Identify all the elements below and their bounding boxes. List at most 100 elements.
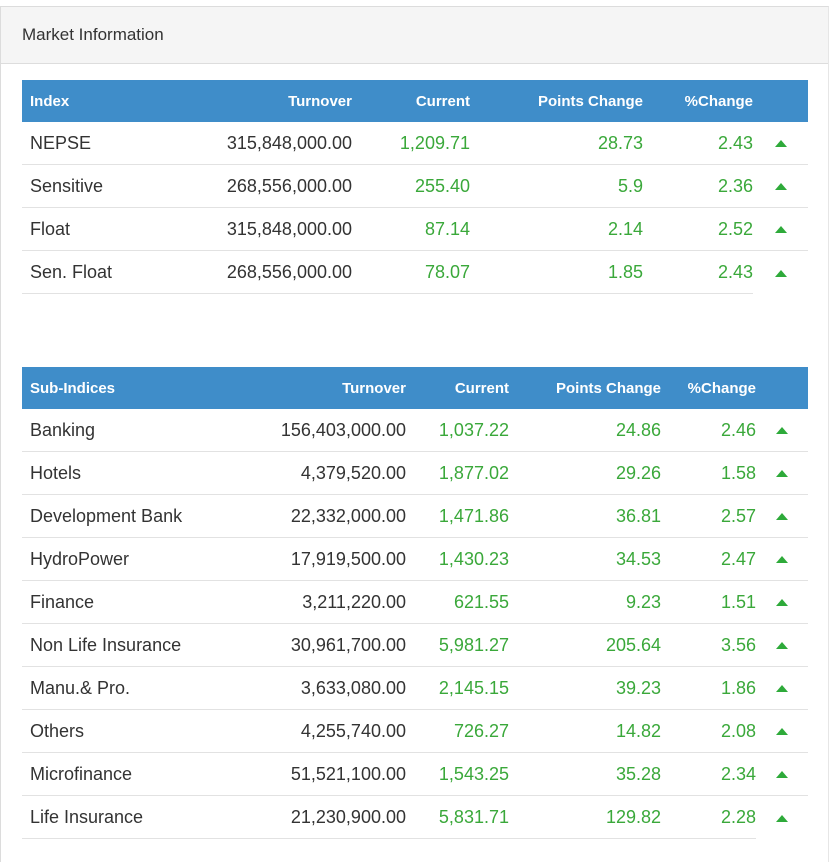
- points-change-value: 2.14: [470, 207, 643, 251]
- column-header-turnover[interactable]: Turnover: [232, 367, 406, 409]
- turnover-value: 4,379,520.00: [232, 451, 406, 495]
- index-table: Index Turnover Current Points Change %Ch…: [22, 80, 808, 294]
- points-change-value: 129.82: [509, 795, 661, 839]
- points-change-value: 34.53: [509, 537, 661, 581]
- triangle-up-icon: [776, 556, 788, 564]
- trend-cell: [753, 164, 808, 208]
- points-change-value: 39.23: [509, 666, 661, 710]
- turnover-value: 3,211,220.00: [232, 580, 406, 624]
- table-row[interactable]: Microfinance 51,521,100.00 1,543.25 35.2…: [22, 752, 808, 796]
- pct-change-value: 2.28: [661, 795, 756, 839]
- triangle-up-icon: [776, 513, 788, 521]
- column-header-points-change[interactable]: Points Change: [509, 367, 661, 409]
- table-row[interactable]: Finance 3,211,220.00 621.55 9.23 1.51: [22, 580, 808, 624]
- table-row[interactable]: Banking 156,403,000.00 1,037.22 24.86 2.…: [22, 409, 808, 452]
- trend-cell: [756, 796, 808, 839]
- triangle-up-icon: [776, 470, 788, 478]
- current-value: 87.14: [352, 207, 470, 251]
- table-row[interactable]: NEPSE 315,848,000.00 1,209.71 28.73 2.43: [22, 122, 808, 165]
- column-header-current[interactable]: Current: [352, 80, 470, 122]
- sub-index-name[interactable]: HydroPower: [22, 537, 232, 581]
- sub-indices-table: Sub-Indices Turnover Current Points Chan…: [22, 367, 808, 839]
- table-row[interactable]: Manu.& Pro. 3,633,080.00 2,145.15 39.23 …: [22, 666, 808, 710]
- points-change-value: 35.28: [509, 752, 661, 796]
- trend-cell: [756, 451, 808, 495]
- column-header-pct-change[interactable]: %Change: [643, 80, 753, 122]
- table-row[interactable]: Others 4,255,740.00 726.27 14.82 2.08: [22, 709, 808, 753]
- index-table-header: Index Turnover Current Points Change %Ch…: [22, 80, 808, 122]
- pct-change-value: 2.52: [643, 207, 753, 251]
- turnover-value: 30,961,700.00: [232, 623, 406, 667]
- triangle-up-icon: [776, 599, 788, 607]
- pct-change-value: 1.58: [661, 451, 756, 495]
- trend-cell: [753, 251, 808, 294]
- sub-index-name[interactable]: Life Insurance: [22, 795, 232, 839]
- table-row[interactable]: Hotels 4,379,520.00 1,877.02 29.26 1.58: [22, 451, 808, 495]
- index-name[interactable]: NEPSE: [22, 122, 192, 165]
- current-value: 1,209.71: [352, 122, 470, 165]
- column-header-pct-change[interactable]: %Change: [661, 367, 756, 409]
- turnover-value: 315,848,000.00: [192, 122, 352, 165]
- current-value: 621.55: [406, 580, 509, 624]
- index-name[interactable]: Sen. Float: [22, 250, 192, 294]
- column-header-sub-indices[interactable]: Sub-Indices: [22, 367, 232, 409]
- sub-index-name[interactable]: Development Bank: [22, 494, 232, 538]
- pct-change-value: 2.08: [661, 709, 756, 753]
- pct-change-value: 1.86: [661, 666, 756, 710]
- column-header-points-change[interactable]: Points Change: [470, 80, 643, 122]
- points-change-value: 14.82: [509, 709, 661, 753]
- sub-index-name[interactable]: Microfinance: [22, 752, 232, 796]
- triangle-up-icon: [776, 771, 788, 779]
- column-header-turnover[interactable]: Turnover: [192, 80, 352, 122]
- table-row[interactable]: Float 315,848,000.00 87.14 2.14 2.52: [22, 207, 808, 251]
- column-header-index[interactable]: Index: [22, 80, 192, 122]
- sub-index-name[interactable]: Banking: [22, 409, 232, 452]
- points-change-value: 205.64: [509, 623, 661, 667]
- trend-cell: [753, 122, 808, 165]
- points-change-value: 36.81: [509, 494, 661, 538]
- trend-cell: [756, 409, 808, 452]
- sub-index-name[interactable]: Hotels: [22, 451, 232, 495]
- current-value: 1,430.23: [406, 537, 509, 581]
- index-name[interactable]: Sensitive: [22, 164, 192, 208]
- turnover-value: 268,556,000.00: [192, 164, 352, 208]
- points-change-value: 24.86: [509, 409, 661, 452]
- panel-title: Market Information: [1, 7, 828, 64]
- points-change-value: 9.23: [509, 580, 661, 624]
- triangle-up-icon: [774, 226, 787, 234]
- table-row[interactable]: HydroPower 17,919,500.00 1,430.23 34.53 …: [22, 537, 808, 581]
- current-value: 1,543.25: [406, 752, 509, 796]
- triangle-up-icon: [776, 685, 788, 693]
- trend-cell: [756, 494, 808, 538]
- turnover-value: 21,230,900.00: [232, 795, 406, 839]
- current-value: 2,145.15: [406, 666, 509, 710]
- trend-cell: [756, 666, 808, 710]
- sub-index-name[interactable]: Finance: [22, 580, 232, 624]
- points-change-value: 5.9: [470, 164, 643, 208]
- trend-cell: [756, 623, 808, 667]
- table-row[interactable]: Life Insurance 21,230,900.00 5,831.71 12…: [22, 795, 808, 839]
- pct-change-value: 2.43: [643, 122, 753, 165]
- column-header-arrow: [756, 367, 808, 409]
- table-row[interactable]: Non Life Insurance 30,961,700.00 5,981.2…: [22, 623, 808, 667]
- table-row[interactable]: Development Bank 22,332,000.00 1,471.86 …: [22, 494, 808, 538]
- sub-index-name[interactable]: Non Life Insurance: [22, 623, 232, 667]
- index-name[interactable]: Float: [22, 207, 192, 251]
- table-row[interactable]: Sen. Float 268,556,000.00 78.07 1.85 2.4…: [22, 250, 808, 294]
- turnover-value: 51,521,100.00: [232, 752, 406, 796]
- column-header-current[interactable]: Current: [406, 367, 509, 409]
- current-value: 255.40: [352, 164, 470, 208]
- points-change-value: 1.85: [470, 250, 643, 294]
- current-value: 1,037.22: [406, 409, 509, 452]
- current-value: 5,981.27: [406, 623, 509, 667]
- sub-index-name[interactable]: Others: [22, 709, 232, 753]
- turnover-value: 156,403,000.00: [232, 409, 406, 452]
- turnover-value: 22,332,000.00: [232, 494, 406, 538]
- table-row[interactable]: Sensitive 268,556,000.00 255.40 5.9 2.36: [22, 164, 808, 208]
- points-change-value: 28.73: [470, 122, 643, 165]
- triangle-up-icon: [774, 183, 787, 191]
- current-value: 5,831.71: [406, 795, 509, 839]
- triangle-up-icon: [774, 140, 787, 148]
- sub-index-name[interactable]: Manu.& Pro.: [22, 666, 232, 710]
- sub-indices-table-header: Sub-Indices Turnover Current Points Chan…: [22, 367, 808, 409]
